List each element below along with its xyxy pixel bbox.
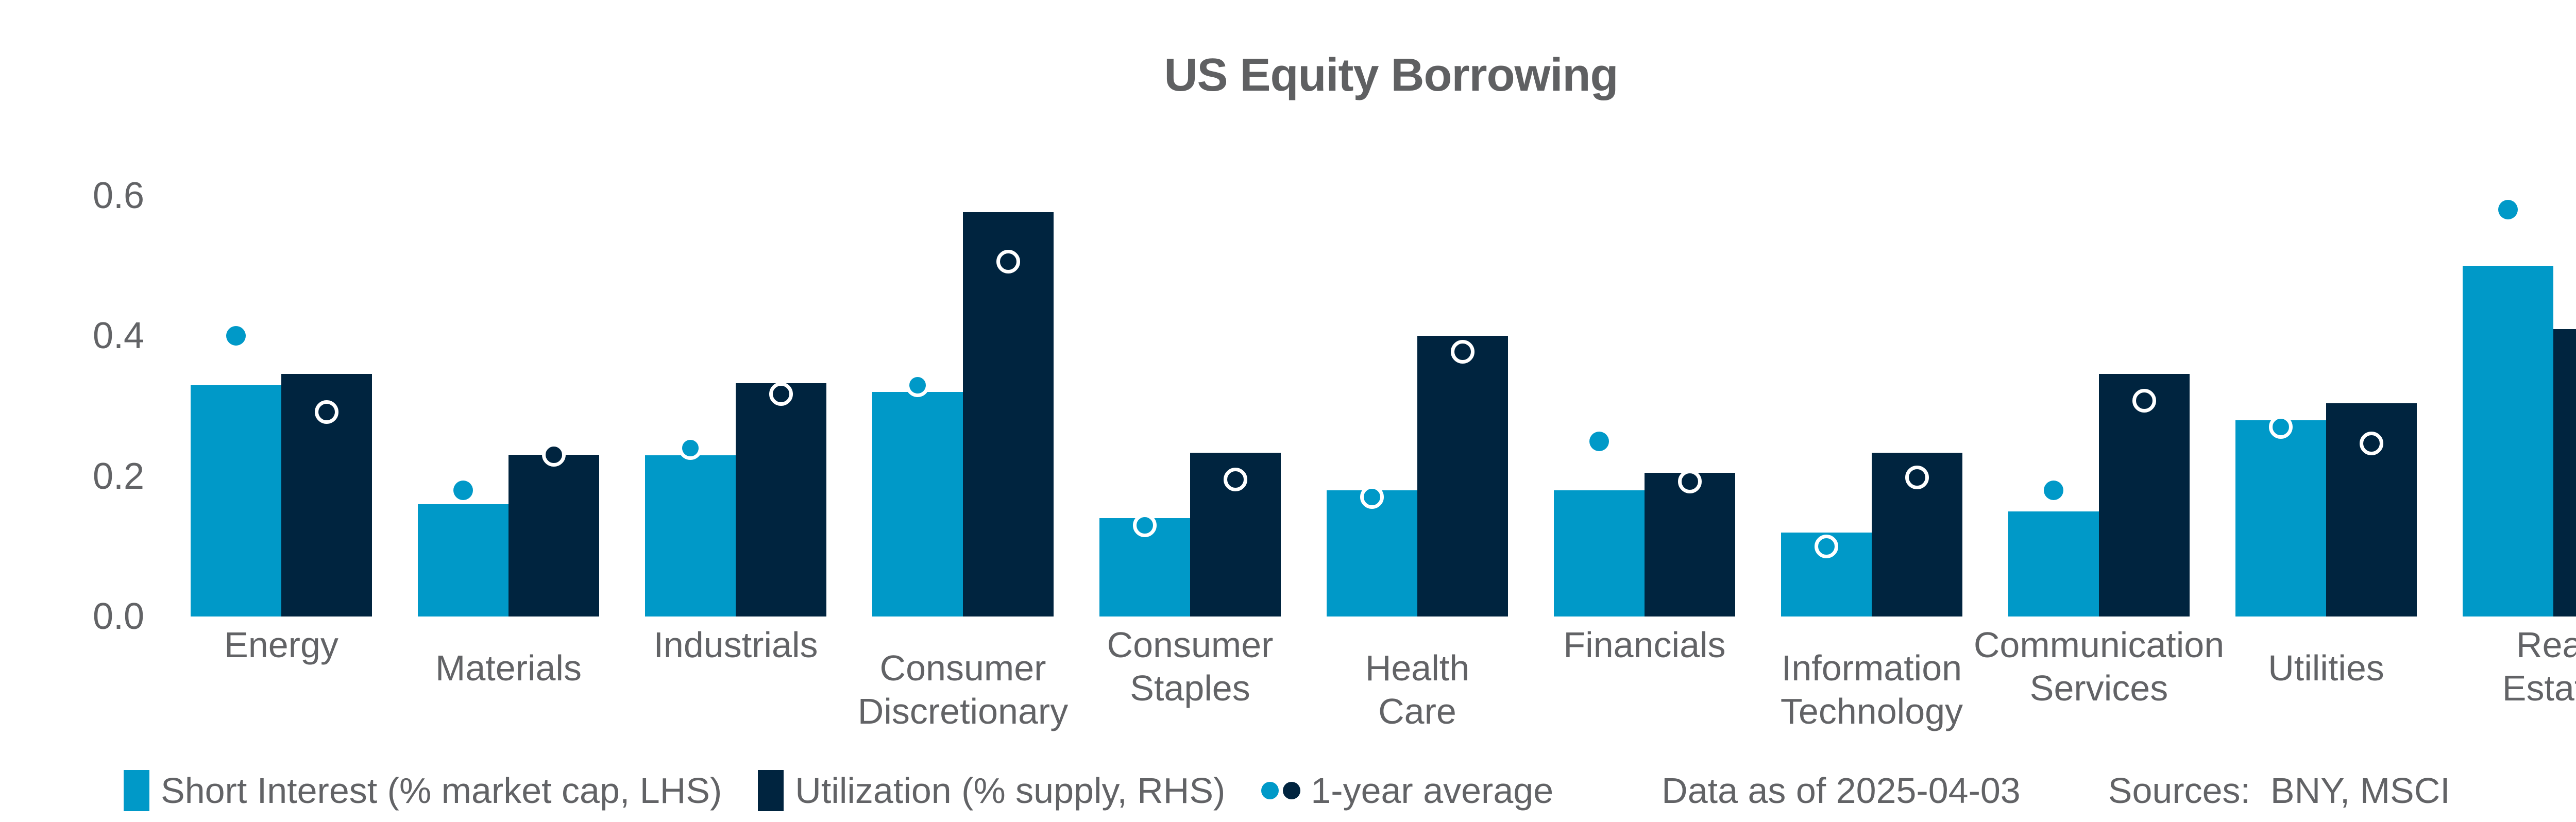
left-axis-tick: 0.0 — [93, 596, 145, 637]
short-interest-bar — [2463, 266, 2553, 616]
short-interest-bar — [645, 455, 736, 616]
short-interest-bar — [418, 504, 509, 616]
category-label: Health Care — [1365, 648, 1470, 731]
utilization-bar — [1645, 472, 1735, 616]
short-interest-bar — [2008, 511, 2099, 616]
avg-dot-dark-icon — [1283, 782, 1301, 799]
legend-short-interest-label: Short Interest (% market cap, LHS) — [161, 770, 722, 811]
short-interest-bar — [872, 392, 963, 616]
short-interest-avg-marker — [2498, 200, 2518, 220]
left-axis-tick: 0.4 — [93, 315, 145, 357]
short-interest-avg-marker — [226, 326, 246, 346]
short-interest-avg-marker — [1133, 513, 1157, 537]
category-label: Materials — [435, 648, 582, 688]
category-label: Energy — [224, 625, 338, 665]
sources: Sources: BNY, MSCI — [2108, 770, 2450, 811]
legend-average: 1-year average — [1261, 770, 1553, 811]
short-interest-bar — [191, 385, 281, 616]
utilization-avg-marker — [2360, 432, 2383, 456]
category-label: Utilities — [2268, 648, 2384, 688]
short-interest-bar — [1554, 490, 1645, 616]
category-label: Communication Services — [1973, 625, 2225, 708]
utilization-avg-marker — [1905, 465, 1929, 489]
sources-label: Sources: BNY, MSCI — [2108, 770, 2450, 811]
short-interest-avg-marker — [2269, 415, 2293, 439]
utilization-bar — [1417, 336, 1508, 616]
category-label: Financials — [1563, 625, 1726, 665]
utilization-avg-marker — [1224, 468, 1247, 492]
utilization-avg-marker — [996, 250, 1020, 274]
data-date-label: Data as of 2025-04-03 — [1662, 770, 2021, 811]
category-label: Consumer Staples — [1107, 625, 1274, 708]
short-interest-avg-marker — [2044, 480, 2063, 500]
avg-dot-light-icon — [1261, 782, 1279, 799]
utilization-avg-marker — [542, 443, 566, 467]
short-interest-avg-marker — [906, 373, 929, 397]
category-label: Industrials — [653, 625, 818, 665]
short-interest-avg-marker — [453, 480, 473, 500]
short-interest-avg-marker — [1589, 431, 1609, 451]
utilization-bar — [509, 455, 599, 616]
chart-title: US Equity Borrowing — [1164, 49, 1619, 101]
category-label: Consumer Discretionary — [857, 648, 1069, 731]
left-axis-tick: 0.6 — [93, 175, 145, 216]
category-label: Information Technology — [1780, 648, 1963, 731]
legend: Short Interest (% market cap, LHS) Utili… — [124, 767, 2486, 814]
data-date: Data as of 2025-04-03 — [1662, 770, 2021, 811]
short-interest-avg-marker — [1815, 534, 1838, 558]
utilization-bar — [2553, 329, 2576, 616]
utilization-avg-marker — [1678, 470, 1702, 494]
utilization-avg-marker — [769, 382, 793, 406]
legend-average-label: 1-year average — [1311, 770, 1554, 811]
short-interest-bar — [2235, 420, 2326, 616]
legend-utilization-label: Utilization (% supply, RHS) — [795, 770, 1226, 811]
utilization-bar — [963, 212, 1054, 616]
legend-short-interest: Short Interest (% market cap, LHS) — [124, 770, 722, 811]
utilization-bar — [736, 383, 826, 616]
left-axis-tick: 0.2 — [93, 455, 145, 497]
short-interest-avg-marker — [679, 436, 702, 460]
short-interest-swatch-icon — [124, 770, 149, 811]
short-interest-avg-marker — [1360, 485, 1384, 509]
utilization-swatch-icon — [758, 770, 784, 811]
utilization-avg-marker — [1451, 339, 1475, 364]
short-interest-bar — [1327, 490, 1417, 616]
category-label: Real Estate — [2502, 625, 2576, 708]
utilization-avg-marker — [2132, 389, 2156, 413]
legend-utilization: Utilization (% supply, RHS) — [758, 770, 1225, 811]
utilization-bar — [2099, 374, 2190, 616]
utilization-avg-marker — [315, 400, 338, 424]
